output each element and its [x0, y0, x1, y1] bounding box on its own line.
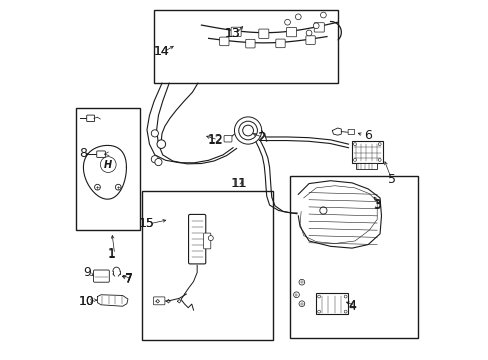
Text: 3: 3 [372, 199, 380, 212]
Circle shape [284, 19, 290, 25]
Circle shape [344, 295, 346, 298]
Circle shape [378, 158, 380, 161]
Circle shape [353, 158, 356, 161]
Circle shape [295, 14, 301, 20]
Text: 14: 14 [153, 45, 169, 58]
Circle shape [298, 301, 304, 307]
Circle shape [151, 156, 158, 163]
Circle shape [298, 279, 304, 285]
Text: 13: 13 [224, 27, 241, 40]
Text: H: H [104, 159, 112, 170]
FancyBboxPatch shape [286, 27, 296, 37]
Circle shape [313, 23, 319, 29]
Circle shape [353, 143, 356, 145]
Circle shape [234, 117, 261, 144]
Circle shape [157, 140, 165, 148]
FancyBboxPatch shape [153, 297, 164, 305]
Circle shape [155, 158, 162, 166]
Text: 11: 11 [230, 177, 246, 190]
Text: 6: 6 [364, 129, 371, 142]
Text: 4: 4 [347, 300, 355, 313]
FancyBboxPatch shape [275, 39, 285, 48]
Circle shape [344, 310, 346, 313]
Bar [76, 108, 140, 230]
Text: 1: 1 [108, 247, 116, 260]
FancyBboxPatch shape [258, 29, 268, 39]
Text: 15: 15 [139, 217, 155, 230]
Text: 3: 3 [372, 198, 380, 211]
FancyBboxPatch shape [314, 23, 324, 32]
Polygon shape [97, 295, 128, 306]
Circle shape [94, 184, 100, 190]
FancyBboxPatch shape [188, 215, 205, 264]
FancyBboxPatch shape [97, 151, 105, 157]
Text: 9: 9 [82, 266, 90, 279]
Text: 14: 14 [153, 45, 169, 58]
Text: 2: 2 [257, 131, 265, 144]
Circle shape [208, 235, 213, 240]
Circle shape [293, 292, 299, 298]
FancyBboxPatch shape [219, 37, 228, 46]
FancyBboxPatch shape [224, 135, 231, 142]
FancyBboxPatch shape [245, 39, 255, 48]
Text: 15: 15 [139, 217, 155, 230]
Text: 13: 13 [224, 27, 241, 40]
FancyBboxPatch shape [86, 115, 94, 122]
Circle shape [317, 310, 320, 313]
Text: 7: 7 [125, 273, 133, 285]
Circle shape [378, 143, 380, 145]
FancyBboxPatch shape [231, 27, 241, 36]
Polygon shape [298, 181, 381, 248]
Circle shape [238, 121, 257, 140]
Circle shape [100, 157, 116, 172]
Polygon shape [83, 145, 126, 199]
Bar [356, 163, 376, 169]
Text: 10: 10 [79, 295, 95, 308]
Circle shape [115, 184, 121, 190]
FancyBboxPatch shape [347, 130, 354, 134]
Text: 7: 7 [125, 273, 133, 285]
Text: 12: 12 [207, 134, 223, 147]
Text: 2: 2 [256, 131, 264, 144]
Polygon shape [332, 128, 341, 135]
Text: 1: 1 [108, 248, 116, 261]
Text: 12: 12 [207, 133, 223, 146]
Text: 5: 5 [387, 173, 395, 186]
Circle shape [319, 207, 326, 214]
Circle shape [151, 130, 158, 137]
Circle shape [317, 295, 320, 298]
Bar [154, 10, 337, 83]
FancyBboxPatch shape [305, 36, 315, 44]
Circle shape [320, 12, 325, 18]
Bar [290, 176, 418, 338]
Bar [142, 191, 273, 339]
Circle shape [305, 30, 311, 36]
FancyBboxPatch shape [93, 270, 109, 282]
Text: 10: 10 [79, 295, 95, 308]
Text: 8: 8 [79, 147, 87, 159]
Text: 4: 4 [347, 299, 355, 312]
Text: 11: 11 [231, 177, 246, 190]
FancyBboxPatch shape [203, 233, 210, 249]
Bar [316, 293, 348, 315]
Text: 7: 7 [125, 273, 133, 286]
Circle shape [242, 125, 253, 136]
Bar [351, 141, 382, 163]
